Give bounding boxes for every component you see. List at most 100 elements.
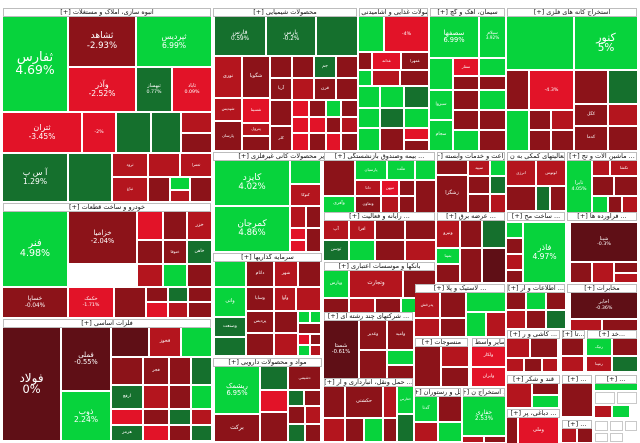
stock-tile[interactable]: انرژی [507,161,535,185]
sector-header[interactable]: مخابرات [+] [567,284,637,293]
stock-tile[interactable] [299,324,320,333]
sector-header[interactable]: ... [+] [562,375,592,384]
stock-tile[interactable]: ذوب 2.24% [62,392,110,440]
stock-tile[interactable] [595,421,608,431]
stock-tile[interactable] [382,197,398,212]
stock-tile[interactable] [406,221,435,239]
stock-tile[interactable] [170,386,190,408]
sector-header[interactable]: انبوه سازی، املاک و مستغلات [+] [3,8,211,17]
stock-tile[interactable] [311,312,320,322]
stock-tile[interactable] [609,71,637,103]
stock-tile[interactable] [170,410,190,424]
stock-tile[interactable]: رنیک [587,339,611,355]
sector-header[interactable]: ... رایانه و فعالیت [+] [324,212,435,221]
stock-tile[interactable] [112,328,148,356]
stock-tile[interactable] [469,177,489,193]
stock-tile[interactable] [507,223,522,237]
stock-tile[interactable] [593,263,613,282]
stock-tile[interactable] [593,197,607,212]
stock-tile[interactable] [603,320,637,330]
stock-tile[interactable]: وسایا [247,288,273,310]
stock-tile[interactable] [480,131,505,150]
stock-tile[interactable] [169,303,187,317]
stock-tile[interactable]: سفار [454,59,478,75]
sector-header[interactable]: ... عرضه برق [+] [437,212,505,221]
stock-tile[interactable] [595,433,608,442]
stock-tile[interactable]: فجر [144,358,168,384]
stock-tile[interactable] [507,71,528,109]
stock-tile[interactable] [147,303,167,317]
stock-tile[interactable] [310,134,325,150]
stock-tile[interactable]: وآفری [324,197,354,212]
stock-tile[interactable] [215,262,245,286]
stock-tile[interactable]: آپ [324,221,348,239]
stock-tile[interactable]: آریا [271,79,291,99]
stock-tile[interactable] [442,347,468,366]
stock-tile[interactable] [359,53,371,69]
stock-tile[interactable]: شگویا [243,57,269,97]
stock-tile[interactable] [360,351,386,378]
stock-tile[interactable] [615,177,637,195]
stock-tile[interactable] [416,181,435,212]
stock-tile[interactable] [359,71,371,85]
sector-header[interactable]: ... فعالیتهای کمکی به ن [+] [507,152,565,161]
sector-header[interactable]: محصولات شیمیایی [+] [213,8,357,17]
stock-tile[interactable] [293,118,308,132]
stock-tile[interactable] [359,87,379,107]
stock-tile[interactable] [595,406,611,417]
stock-tile[interactable] [469,195,489,212]
stock-tile[interactable]: ونیرو [437,221,459,247]
stock-tile[interactable] [112,410,142,424]
stock-tile[interactable]: وتجارت [350,271,402,297]
stock-tile[interactable] [293,57,313,77]
stock-tile[interactable] [571,263,591,282]
stock-tile[interactable] [405,141,428,150]
stock-tile[interactable] [297,288,320,310]
sector-header[interactable]: ...تا [+] [562,330,585,339]
stock-tile[interactable] [188,265,211,286]
stock-tile[interactable]: خاهن [188,241,211,263]
stock-tile[interactable]: کلر [271,127,291,150]
stock-tile[interactable]: پدرخش [415,293,439,317]
stock-tile[interactable]: تکشا [611,161,637,175]
sector-header[interactable]: محصولات غذایی و آشامیدنی [+] [359,8,428,17]
stock-tile[interactable] [401,71,428,85]
stock-tile[interactable] [138,265,162,286]
stock-tile[interactable] [170,426,190,440]
stock-tile[interactable] [467,313,485,336]
stock-tile[interactable]: واتی [215,288,245,316]
stock-tile[interactable] [327,134,340,150]
stock-tile[interactable]: فارس 0.59% [215,17,265,55]
stock-tile[interactable]: فاذر 4.97% [524,223,565,282]
sector-header[interactable]: ... لاستیک و پلا [+] [415,284,505,293]
stock-tile[interactable]: ثفارس 4.69% [3,17,67,111]
stock-tile[interactable]: رمپنا [587,357,611,371]
stock-tile[interactable] [531,339,557,357]
stock-tile[interactable] [507,111,528,150]
stock-tile[interactable] [384,419,396,441]
stock-tile[interactable] [562,357,583,371]
stock-tile[interactable] [247,334,273,355]
stock-tile[interactable] [169,288,187,301]
stock-tile[interactable]: کدما [575,127,607,150]
stock-tile[interactable] [327,101,340,116]
stock-tile[interactable] [144,410,168,424]
stock-tile[interactable]: -4.3% [530,71,573,109]
stock-tile[interactable] [405,109,428,127]
stock-tile[interactable] [480,59,505,75]
stock-tile[interactable] [69,154,111,201]
stock-tile[interactable]: فملی -0.55% [62,328,110,390]
stock-tile[interactable] [623,197,637,212]
stock-tile[interactable] [182,328,211,356]
stock-tile[interactable]: بمپنا [437,249,459,263]
stock-tile[interactable] [617,392,637,404]
stock-tile[interactable] [189,303,211,317]
stock-tile[interactable] [171,191,189,201]
stock-tile[interactable] [324,161,354,195]
stock-tile[interactable]: پارس -0.2% [267,17,315,55]
stock-tile[interactable] [305,391,320,405]
stock-tile[interactable] [271,101,291,125]
stock-tile[interactable]: سصفها 6.99% [430,17,478,57]
stock-tile[interactable] [595,392,615,404]
stock-tile[interactable] [578,429,592,442]
